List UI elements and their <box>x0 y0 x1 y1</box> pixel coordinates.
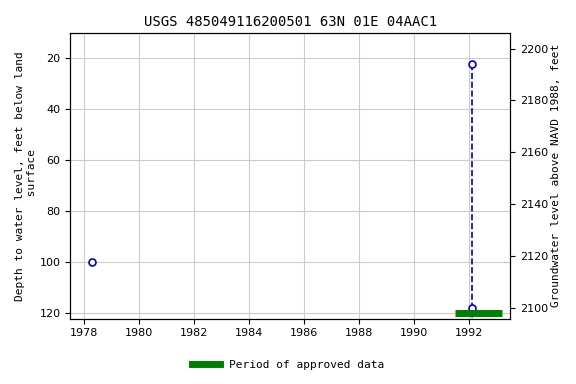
Title: USGS 485049116200501 63N 01E 04AAC1: USGS 485049116200501 63N 01E 04AAC1 <box>143 15 437 29</box>
Y-axis label: Groundwater level above NAVD 1988, feet: Groundwater level above NAVD 1988, feet <box>551 44 561 307</box>
Y-axis label: Depth to water level, feet below land
 surface: Depth to water level, feet below land su… <box>15 51 37 301</box>
Legend: Period of approved data: Period of approved data <box>188 356 388 375</box>
